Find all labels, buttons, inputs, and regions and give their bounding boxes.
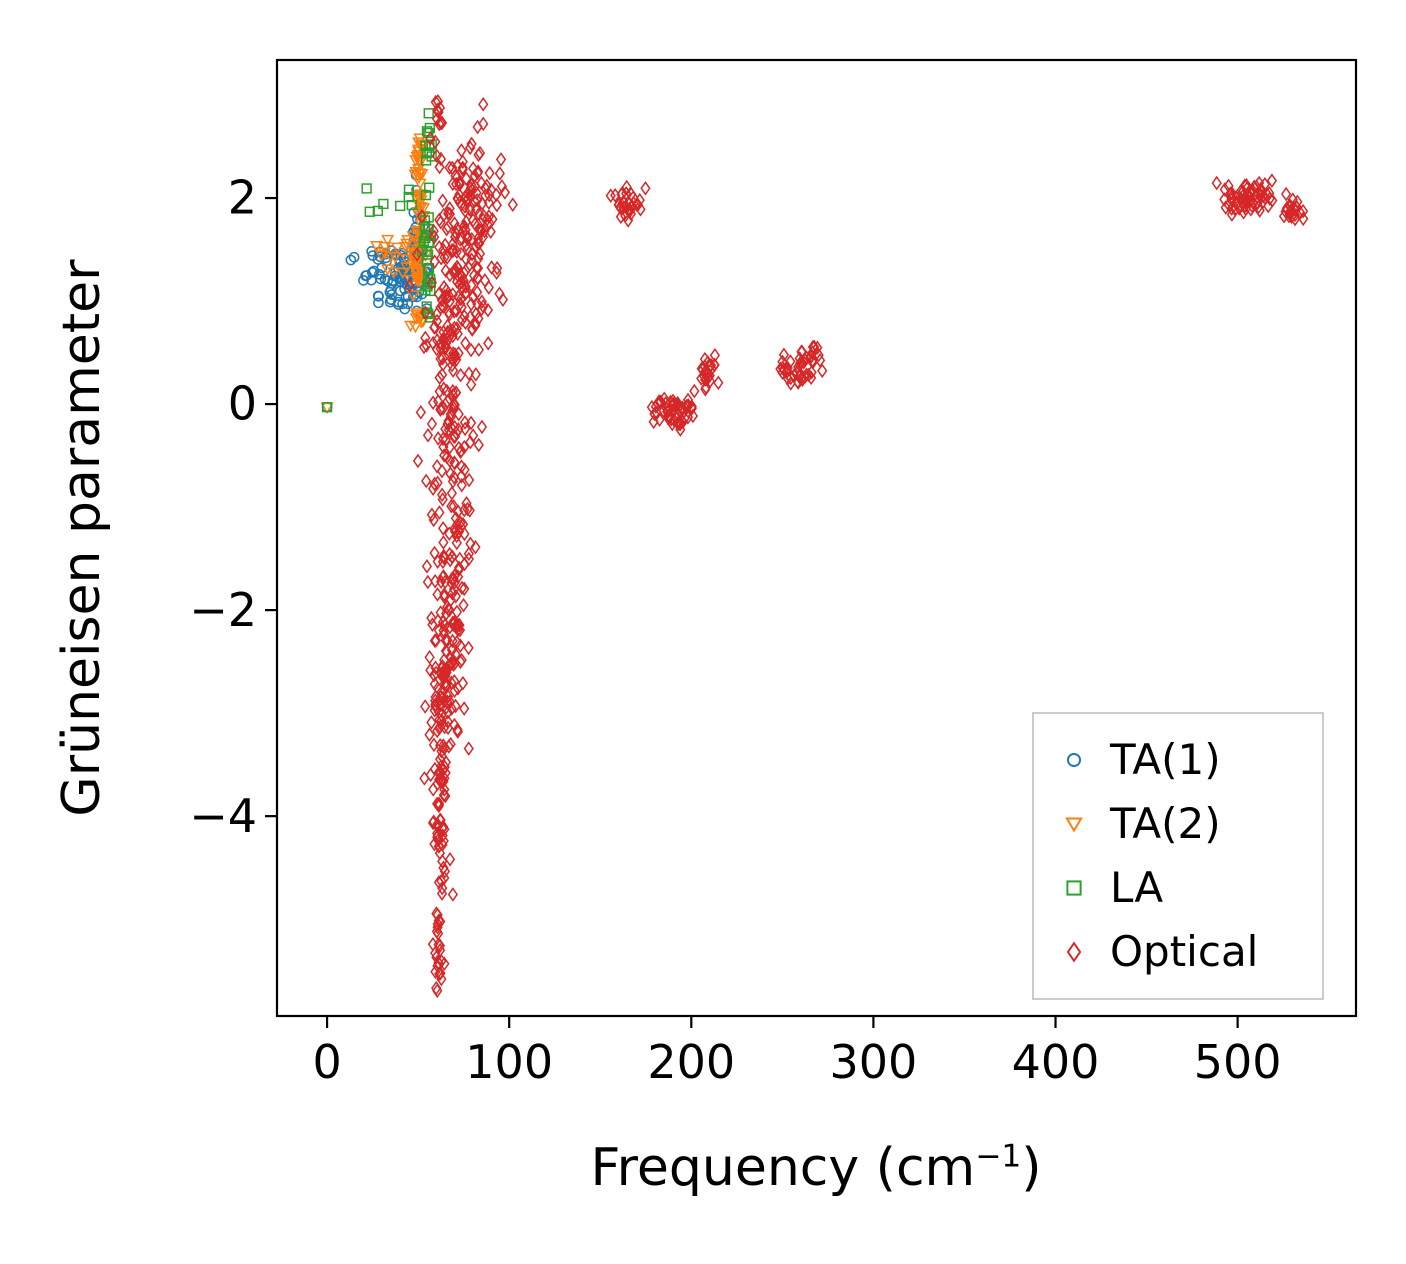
circle-marker-shape	[1066, 752, 1082, 768]
x-tick-label: 400	[1012, 1035, 1100, 1089]
y-tick-label: −2	[189, 583, 257, 637]
square-marker-icon	[1066, 880, 1082, 896]
circle-marker-icon	[1066, 752, 1082, 768]
legend-item-la: LA	[1052, 858, 1304, 918]
series-optical	[404, 94, 1309, 999]
x-axis-label-superscript: −1	[975, 1138, 1022, 1175]
series-la	[321, 108, 437, 413]
diamond-marker-icon	[1066, 941, 1082, 963]
x-tick-label: 200	[647, 1035, 735, 1089]
square-marker-shape	[1066, 880, 1082, 896]
legend-label-la: LA	[1110, 863, 1164, 912]
x-tick-label: 100	[465, 1035, 553, 1089]
axes-layer: 0 100 200 300 400 500 −4 −2 0 2	[189, 58, 1358, 1089]
x-axis-label: Frequency (cm−1)	[591, 1138, 1042, 1198]
data-points-layer	[320, 94, 1309, 999]
y-tick-label: 0	[228, 377, 257, 431]
y-tick-label: −4	[189, 789, 257, 843]
diamond-marker-shape	[1066, 941, 1082, 963]
legend-label-ta2: TA(2)	[1110, 799, 1221, 848]
legend-label-ta1: TA(1)	[1110, 735, 1221, 784]
axes-spines	[275, 58, 1358, 1018]
y-axis-label: Grüneisen parameter	[52, 259, 112, 817]
x-axis-label-suffix: )	[1021, 1138, 1042, 1198]
triangle-down-marker-icon	[1065, 817, 1083, 833]
legend: TA(1) TA(2) LA Optical	[1032, 712, 1324, 1000]
triangle-down-marker-shape	[1065, 817, 1083, 833]
x-tick-label: 300	[830, 1035, 918, 1089]
y-tick-label: 2	[228, 171, 257, 225]
legend-label-optical: Optical	[1110, 927, 1259, 976]
x-tick-label: 500	[1194, 1035, 1282, 1089]
legend-item-ta2: TA(2)	[1052, 794, 1304, 854]
legend-item-ta1: TA(1)	[1052, 730, 1304, 790]
x-tick-label: 0	[312, 1035, 341, 1089]
legend-item-optical: Optical	[1052, 922, 1304, 982]
x-axis-label-text: Frequency (cm	[590, 1138, 976, 1198]
